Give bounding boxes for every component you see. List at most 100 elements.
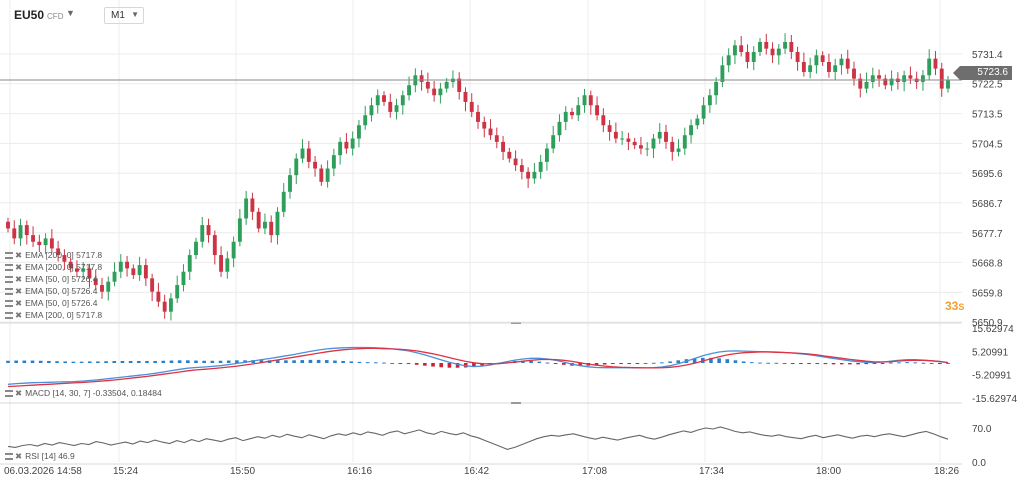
- macd-histogram-bar: [553, 363, 558, 364]
- countdown-value: 33: [945, 299, 959, 313]
- macd-histogram-bar: [390, 363, 394, 364]
- indicator-row[interactable]: ✖ EMA [50, 0] 5726.4: [5, 286, 97, 297]
- price-tick-label: 5713.5: [972, 110, 1003, 121]
- close-icon[interactable]: ✖: [15, 262, 23, 272]
- macd-histogram-bar: [210, 360, 215, 363]
- candle-body: [463, 91, 468, 102]
- macd-histogram-bar: [758, 362, 762, 364]
- candle-body: [388, 101, 393, 112]
- rsi-pane[interactable]: [7, 426, 949, 450]
- macd-histogram-bar: [202, 360, 206, 363]
- close-icon[interactable]: ✖: [15, 388, 23, 398]
- candle-body: [858, 78, 863, 89]
- macd-histogram-bar: [790, 363, 795, 364]
- candle-body: [31, 235, 36, 242]
- candle-body: [695, 118, 700, 126]
- timeframe-selector[interactable]: M1 ▼: [104, 7, 144, 24]
- macd-pane[interactable]: [6, 346, 950, 388]
- settings-icon[interactable]: [5, 288, 13, 295]
- symbol-badge: CFD: [47, 12, 64, 21]
- indicator-label: EMA [50, 0] 5726.4: [25, 286, 98, 296]
- macd-histogram-bar: [766, 362, 770, 364]
- settings-icon[interactable]: [5, 453, 13, 460]
- candle-body: [100, 285, 104, 292]
- settings-icon[interactable]: [5, 252, 13, 259]
- indicator-row[interactable]: ✖ EMA [200, 0] 5717.8: [5, 262, 102, 273]
- macd-histogram-bar: [161, 360, 166, 363]
- macd-histogram-bar: [619, 363, 623, 364]
- close-icon[interactable]: ✖: [15, 310, 23, 320]
- settings-icon[interactable]: [5, 264, 13, 271]
- candle-body: [444, 81, 449, 89]
- candle-body: [24, 225, 29, 236]
- candle-countdown: 33S: [945, 299, 964, 313]
- macd-histogram-bar: [14, 360, 18, 363]
- time-tick-label: 16:42: [464, 466, 489, 477]
- rsi-tick-label: 70.0: [972, 424, 992, 435]
- macd-tick-label: 15.62974: [972, 324, 1014, 335]
- candle-body: [231, 241, 236, 259]
- candle-body: [306, 148, 311, 162]
- chevron-down-icon[interactable]: ▼: [66, 8, 75, 18]
- macd-histogram-bar: [750, 362, 754, 364]
- candle-body: [432, 88, 437, 96]
- close-icon[interactable]: ✖: [15, 451, 23, 461]
- macd-histogram-bar: [300, 360, 305, 363]
- close-icon[interactable]: ✖: [15, 286, 23, 296]
- macd-histogram-bar: [382, 362, 386, 364]
- time-tick-label: 06.03.2026 14:58: [4, 466, 82, 477]
- candle-body: [313, 161, 318, 169]
- macd-legend[interactable]: ✖ MACD [14, 30, 7] -0.33504, 0.18484: [5, 388, 162, 399]
- candle-body: [18, 225, 23, 239]
- settings-icon[interactable]: [5, 390, 13, 397]
- macd-histogram-bar: [153, 360, 157, 363]
- candle-body: [902, 75, 907, 82]
- candle-body: [657, 131, 662, 139]
- macd-tick-label: -15.62974: [972, 394, 1017, 405]
- settings-icon[interactable]: [5, 300, 13, 307]
- price-pane[interactable]: [0, 33, 962, 321]
- macd-histogram-bar: [856, 363, 860, 365]
- candle-body: [175, 285, 180, 299]
- settings-icon[interactable]: [5, 312, 13, 319]
- candle-body: [801, 61, 806, 72]
- rsi-legend[interactable]: ✖ RSI [14] 46.9: [5, 451, 75, 462]
- candle-body: [237, 218, 242, 242]
- indicator-row[interactable]: ✖ EMA [50, 0] 5726.4: [5, 298, 97, 309]
- symbol-selector[interactable]: EU50 CFD: [14, 8, 63, 22]
- candle-body: [162, 301, 167, 312]
- candle-body: [707, 95, 712, 106]
- candle-body: [513, 158, 518, 166]
- close-icon[interactable]: ✖: [15, 298, 23, 308]
- candle-body: [319, 168, 324, 182]
- macd-histogram-bar: [365, 362, 370, 364]
- chevron-down-icon: ▼: [131, 10, 139, 19]
- settings-icon[interactable]: [5, 276, 13, 283]
- candle-body: [87, 268, 92, 279]
- candle-body: [56, 248, 61, 256]
- candle-body: [131, 268, 136, 276]
- macd-histogram-bar: [848, 363, 852, 365]
- candle-body: [582, 95, 587, 106]
- macd-histogram-bar: [578, 363, 582, 366]
- macd-histogram-bar: [169, 360, 174, 363]
- candle-body: [6, 221, 10, 229]
- candle-body: [833, 65, 838, 72]
- macd-histogram-bar: [55, 361, 59, 363]
- candle-body: [143, 265, 148, 279]
- macd-histogram-bar: [439, 363, 444, 368]
- macd-histogram-bar: [349, 361, 354, 363]
- macd-histogram-bar: [880, 363, 885, 364]
- candle-body: [43, 238, 48, 246]
- close-icon[interactable]: ✖: [15, 250, 23, 260]
- close-icon[interactable]: ✖: [15, 274, 23, 284]
- indicator-row[interactable]: ✖ EMA [200, 0] 5717.8: [5, 250, 102, 261]
- candle-body: [331, 155, 336, 169]
- macd-histogram-bar: [22, 360, 27, 363]
- indicator-row[interactable]: ✖ EMA [50, 0] 5726.4: [5, 274, 97, 285]
- candle-body: [676, 148, 681, 152]
- macd-tick-label: -5.20991: [972, 371, 1012, 382]
- indicator-row[interactable]: ✖ EMA [200, 0] 5717.8: [5, 310, 102, 321]
- candle-body: [651, 138, 656, 149]
